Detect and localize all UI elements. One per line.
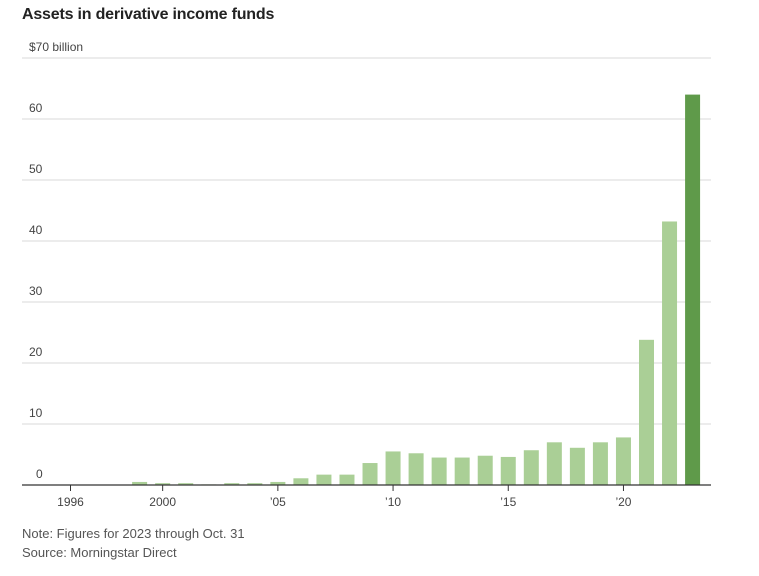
- x-axis: 1996 2000 ’05 ’10 ’15 ’20: [22, 484, 711, 509]
- bar-2023: [685, 94, 701, 485]
- x-tick-label: ’05: [270, 495, 286, 509]
- bar-1999: [132, 481, 148, 485]
- bar-2006: [293, 478, 309, 485]
- chart-title: Assets in derivative income funds: [22, 6, 275, 23]
- y-tick-label: 60: [29, 101, 43, 115]
- bar-2019: [592, 442, 608, 485]
- bar-2018: [569, 447, 585, 485]
- bar-2013: [454, 457, 470, 485]
- y-tick-label: 40: [29, 223, 43, 237]
- bar-2001: [178, 483, 194, 485]
- y-tick-label: 20: [29, 345, 43, 359]
- bar-2014: [477, 455, 493, 485]
- bar-2012: [431, 457, 447, 485]
- bar-2011: [408, 453, 424, 485]
- x-tick-label: ’20: [615, 495, 631, 509]
- x-tick-label: 2000: [149, 495, 176, 509]
- x-tick-label: ’10: [385, 495, 401, 509]
- bar-2007: [316, 474, 332, 485]
- bar-2005: [270, 481, 286, 485]
- bar-2009: [362, 463, 378, 485]
- bar-2020: [615, 437, 631, 485]
- bar-2003: [224, 483, 240, 485]
- bar-2000: [155, 483, 171, 485]
- y-axis-labels: 0 10 20 30 40 50 60 $70 billion: [29, 40, 83, 481]
- chart-note: Note: Figures for 2023 through Oct. 31: [22, 526, 245, 541]
- bar-2015: [500, 456, 516, 485]
- bar-2008: [339, 474, 355, 485]
- y-tick-label: $70 billion: [29, 40, 83, 54]
- bar-2016: [523, 450, 539, 485]
- bar-2004: [247, 483, 263, 485]
- bar-2021: [639, 339, 654, 485]
- y-tick-label: 10: [29, 406, 43, 420]
- chart-source: Source: Morningstar Direct: [22, 545, 177, 560]
- x-tick-label: 1996: [57, 495, 84, 509]
- bar-2017: [546, 442, 562, 485]
- y-tick-label: 0: [36, 467, 43, 481]
- bars: [132, 94, 701, 486]
- gridlines: [22, 57, 711, 425]
- bar-2022: [662, 221, 678, 486]
- bar-2010: [385, 451, 401, 485]
- y-tick-label: 50: [29, 162, 43, 176]
- x-tick-label: ’15: [500, 495, 516, 509]
- y-tick-label: 30: [29, 284, 43, 298]
